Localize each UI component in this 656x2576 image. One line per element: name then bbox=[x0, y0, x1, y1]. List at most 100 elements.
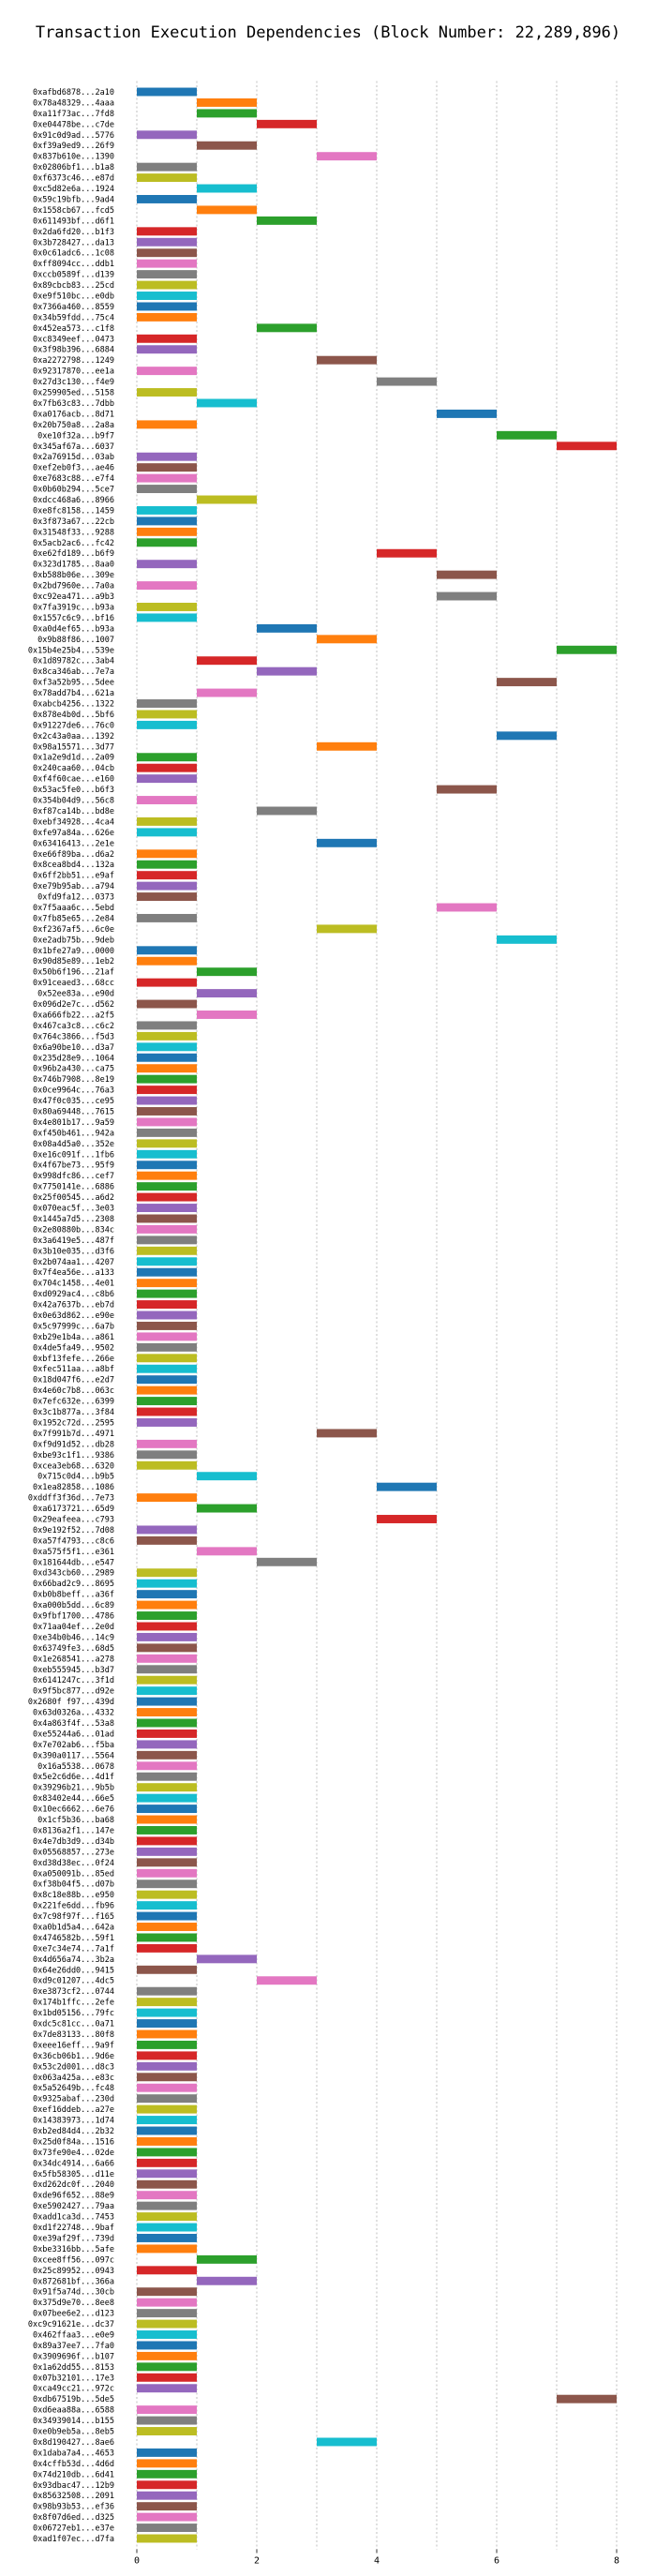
tx-hash-label: 0x78a48329...4aaa bbox=[33, 98, 114, 108]
tx-bar bbox=[137, 1246, 197, 1255]
tx-bar bbox=[137, 270, 197, 279]
tx-bar bbox=[137, 1826, 197, 1835]
tx-bar bbox=[437, 785, 497, 794]
tx-hash-label: 0x9f5bc877...d92e bbox=[33, 1687, 114, 1697]
tx-hash-label: 0x9fbf1700...4786 bbox=[33, 1612, 114, 1622]
tx-bar bbox=[137, 1708, 197, 1717]
tx-bar bbox=[137, 1086, 197, 1095]
tx-bar bbox=[137, 828, 197, 837]
tx-bar bbox=[257, 119, 317, 128]
tx-hash-label: 0x53c2d001...d8c3 bbox=[33, 2062, 114, 2072]
tx-bar bbox=[137, 2169, 197, 2179]
tx-hash-label: 0xbf13fefe...266e bbox=[33, 1355, 114, 1364]
tx-bar bbox=[197, 967, 257, 977]
tx-hash-label: 0x85632508...2091 bbox=[33, 2492, 114, 2501]
tx-hash-label: 0x36cb06b1...9d6e bbox=[33, 2052, 114, 2061]
tx-bar bbox=[137, 2061, 197, 2071]
tx-bar bbox=[137, 1224, 197, 1234]
tx-bar bbox=[137, 1761, 197, 1771]
tx-bar bbox=[137, 2427, 197, 2435]
tx-hash-label: 0x259905ed...5158 bbox=[33, 389, 114, 398]
tx-bar bbox=[257, 806, 317, 816]
tx-bar bbox=[137, 1611, 197, 1620]
tx-hash-label: 0xa11f73ac...7fd8 bbox=[33, 110, 114, 119]
tx-bar bbox=[137, 1933, 197, 1942]
tx-bar bbox=[137, 956, 197, 966]
tx-hash-label: 0x6141247c...3f1d bbox=[33, 1676, 114, 1685]
tx-bar bbox=[137, 2126, 197, 2135]
tx-hash-label: 0xf39a9ed9...26f9 bbox=[33, 142, 114, 151]
tx-bar bbox=[137, 1182, 197, 1191]
tx-bar bbox=[137, 280, 197, 290]
tx-bar bbox=[137, 87, 197, 97]
tx-bar bbox=[137, 463, 197, 472]
tx-bar bbox=[137, 2480, 197, 2490]
tx-bar bbox=[137, 1590, 197, 1599]
tx-hash-label: 0xef16ddeb...a27e bbox=[33, 2105, 114, 2115]
tx-bar bbox=[197, 1547, 257, 1556]
tx-hash-label: 0x998dfc86...cef7 bbox=[33, 1172, 114, 1181]
tx-bar bbox=[137, 2459, 197, 2468]
tx-hash-label: 0xe10f32a...b9f7 bbox=[37, 431, 114, 441]
tx-bar bbox=[137, 1418, 197, 1427]
tx-bar bbox=[197, 688, 257, 697]
tx-hash-label: 0x4f67be73...95f9 bbox=[33, 1161, 114, 1171]
tx-hash-label: 0x27d3c130...f4e9 bbox=[33, 378, 114, 387]
tx-bar bbox=[137, 2234, 197, 2242]
tx-bar bbox=[137, 892, 197, 902]
tx-hash-label: 0x29eafeea...c793 bbox=[33, 1516, 114, 1525]
tx-hash-label: 0x452ea573...c1f8 bbox=[33, 324, 114, 334]
tx-bar bbox=[137, 1901, 197, 1910]
tx-bar bbox=[197, 656, 257, 666]
tx-hash-label: 0xa575f5f1...e361 bbox=[33, 1548, 114, 1557]
tx-bar bbox=[137, 603, 197, 611]
tx-hash-label: 0xf9d91d52...db28 bbox=[33, 1440, 114, 1449]
tx-bar bbox=[137, 2083, 197, 2092]
tx-bar bbox=[137, 1493, 197, 1503]
tx-hash-label: 0x715c0d4...b9b5 bbox=[37, 1473, 114, 1482]
tx-bar bbox=[137, 473, 197, 483]
tx-bar bbox=[137, 2330, 197, 2339]
tx-bar bbox=[317, 2437, 377, 2447]
tx-bar bbox=[137, 1740, 197, 1749]
tx-bar bbox=[137, 130, 197, 140]
tx-bar bbox=[137, 2179, 197, 2189]
tx-bar bbox=[137, 248, 197, 258]
tx-bar bbox=[257, 666, 317, 676]
tx-bar bbox=[137, 1697, 197, 1706]
tx-bar bbox=[257, 623, 317, 633]
tx-bar bbox=[137, 1289, 197, 1298]
tx-hash-label: 0xfd9fa12...0373 bbox=[37, 893, 114, 903]
tx-hash-label: 0xca49cc21...972c bbox=[33, 2385, 114, 2394]
tx-bar bbox=[137, 1805, 197, 1814]
tx-hash-label: 0x4746582b...59f1 bbox=[33, 1934, 114, 1943]
tx-bar bbox=[137, 2094, 197, 2104]
tx-hash-label: 0x34dc4914...6a66 bbox=[33, 2159, 114, 2168]
tx-hash-label: 0xd1f22748...9baf bbox=[33, 2224, 114, 2233]
tx-hash-label: 0xf450b461...942a bbox=[33, 1129, 114, 1138]
tx-bar bbox=[557, 442, 617, 451]
tx-bar bbox=[137, 1300, 197, 1310]
tx-bar bbox=[137, 2534, 197, 2543]
tx-hash-label: 0xe04478be...c7de bbox=[33, 120, 114, 129]
tx-hash-label: 0x2bd7960e...7a0a bbox=[33, 582, 114, 592]
tx-hash-label: 0x66bad2c9...8695 bbox=[33, 1580, 114, 1589]
tx-hash-label: 0x8d190427...8ae6 bbox=[33, 2438, 114, 2448]
tx-hash-label: 0xa57f4793...c8c6 bbox=[33, 1536, 114, 1546]
tx-hash-label: 0x5a52649b...fc48 bbox=[33, 2084, 114, 2093]
tx-hash-label: 0xccb0589f...d139 bbox=[33, 271, 114, 280]
tx-bar bbox=[137, 978, 197, 987]
tx-hash-label: 0x91c0d9ad...5776 bbox=[33, 131, 114, 141]
tx-bar bbox=[197, 989, 257, 998]
tx-hash-label: 0xdb67519b...5de5 bbox=[33, 2395, 114, 2404]
tx-hash-label: 0x4d656a74...3b2a bbox=[33, 1955, 114, 1965]
tx-hash-label: 0x1952c72d...2595 bbox=[33, 1418, 114, 1428]
tx-bar bbox=[137, 1665, 197, 1674]
tx-hash-label: 0xf6373c46...e87d bbox=[33, 174, 114, 184]
tx-bar bbox=[137, 1354, 197, 1363]
tx-hash-label: 0x5e2c6d6e...4d1f bbox=[33, 1773, 114, 1782]
tx-bar bbox=[137, 1460, 197, 1470]
tx-hash-label: 0xe7683c88...e7f4 bbox=[33, 474, 114, 484]
tx-bar bbox=[317, 1429, 377, 1438]
